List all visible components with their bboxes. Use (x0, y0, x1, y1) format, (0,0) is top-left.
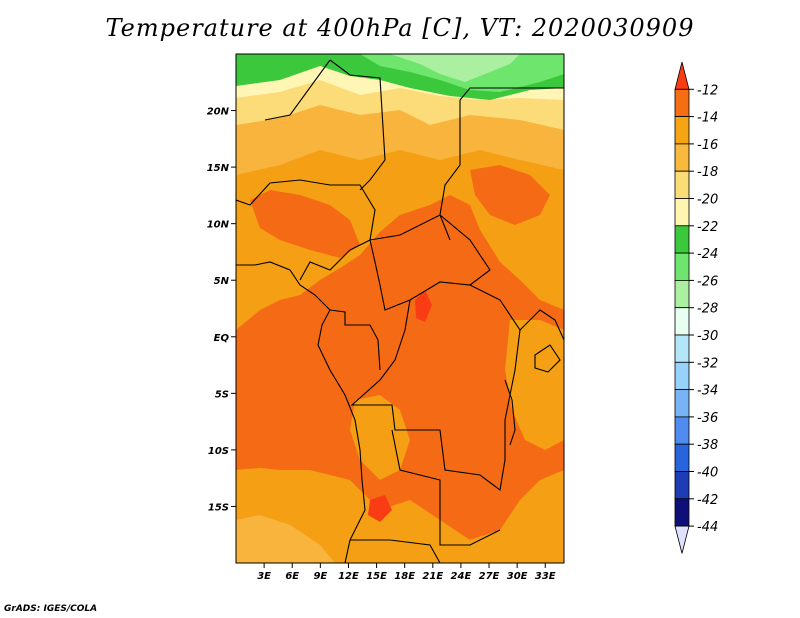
colorbar-label: -36 (697, 411, 718, 426)
colorbar-box (674, 498, 690, 527)
field-band-12-spot (415, 290, 432, 322)
colorbar-label: -24 (697, 247, 718, 262)
colorbar-box (674, 334, 690, 363)
colorbar-label: -26 (697, 274, 718, 289)
colorbar-box (674, 252, 690, 281)
coastline-west-africa (236, 261, 366, 563)
border-angola-zambia (391, 429, 501, 546)
lon-tick-label: 30E (507, 571, 528, 582)
lon-tick-label: 21E (422, 571, 443, 582)
colorbar-label: -42 (697, 493, 718, 508)
border-gabon-congo (329, 309, 381, 371)
colorbar-label: -22 (697, 220, 718, 235)
colorbar-box (674, 143, 690, 172)
colorbar-label: -34 (697, 384, 718, 399)
chart-title: Temperature at 400hPa [C], VT: 202003090… (105, 14, 695, 42)
lon-tick-label: 3E (257, 571, 271, 582)
border-south (350, 539, 441, 563)
lake-tanganyika (504, 379, 516, 446)
colorbar-label: -28 (697, 302, 718, 317)
lon-tick-label: 33E (535, 571, 556, 582)
lon-tick-label: 18E (394, 571, 415, 582)
colorbar-label: -40 (697, 466, 718, 481)
lon-tick-label: 9E (313, 571, 327, 582)
field-band-14-northwest (250, 190, 360, 258)
colorbar: -12 -14 -16 -18 -20 -22 -24 -26 -28 -30 -32 -34 -36 -… (674, 61, 718, 554)
lat-tick-label: 5S (215, 389, 229, 400)
lat-tick-label: 15S (208, 502, 229, 513)
temperature-field (236, 54, 564, 563)
colorbar-box (674, 389, 690, 418)
colorbar-box (674, 279, 690, 309)
colorbar-box (674, 225, 690, 254)
field-band-12-spot-south (368, 495, 392, 522)
map-frame (235, 53, 565, 564)
border-niger-chad (329, 59, 386, 191)
latitude-ticks: 20N 15N 10N 5N EQ 5S 10S 15S (207, 107, 236, 513)
colorbar-label: -18 (697, 165, 718, 180)
border-mali-niger (264, 59, 331, 121)
field-band-18-south (236, 515, 335, 563)
lon-tick-label: 27E (479, 571, 500, 582)
border-libya-sudan (459, 87, 564, 101)
colorbar-box (674, 307, 690, 336)
colorbar-box (674, 88, 690, 118)
field-band-28 (390, 54, 520, 82)
colorbar-box (674, 116, 690, 145)
colorbar-top-arrow (674, 61, 690, 90)
lake-victoria (534, 344, 561, 373)
longitude-ticks: 3E 6E 9E 12E 15E 18E 21E 24E 27E 30E 33E (257, 563, 556, 582)
lat-tick-label: 5N (214, 276, 230, 287)
field-band-16-east (505, 320, 564, 450)
colorbar-label: -12 (697, 83, 718, 98)
colorbar-label: -16 (697, 138, 718, 153)
border-car (369, 214, 491, 311)
border-west (236, 182, 271, 206)
lon-tick-label: 6E (285, 571, 299, 582)
lon-tick-label: 15E (366, 571, 387, 582)
field-band-14-central (236, 195, 564, 540)
colorbar-label: -30 (697, 329, 718, 344)
border-chad-sudan (439, 100, 461, 241)
colorbar-box (674, 361, 690, 390)
colorbar-box (674, 471, 690, 500)
colorbar-bottom-arrow (674, 525, 690, 554)
lon-tick-label: 12E (338, 571, 359, 582)
field-band-16-gap (350, 395, 410, 480)
field-band-16-southeast (460, 485, 564, 563)
border-drc (350, 284, 521, 491)
border-nigeria (269, 179, 376, 281)
colorbar-label: -32 (697, 356, 718, 371)
colorbar-box (674, 443, 690, 472)
lat-tick-label: EQ (214, 333, 230, 344)
lat-tick-label: 15N (207, 163, 230, 174)
lat-tick-label: 10S (208, 446, 229, 457)
lat-tick-label: 20N (207, 107, 230, 118)
lat-tick-label: 10N (207, 220, 230, 231)
colorbar-label: -20 (697, 193, 718, 208)
colorbar-label: -14 (697, 111, 718, 126)
colorbar-label: -38 (697, 438, 718, 453)
colorbar-box (674, 198, 690, 227)
field-band-14-east (470, 165, 550, 225)
software-credit: GrADS: IGES/COLA (4, 604, 98, 614)
border-east-lakes (519, 309, 564, 341)
colorbar-box (674, 170, 690, 199)
lon-tick-label: 24E (451, 571, 472, 582)
colorbar-box (674, 416, 690, 445)
country-borders (236, 59, 564, 563)
colorbar-label: -44 (697, 520, 718, 535)
